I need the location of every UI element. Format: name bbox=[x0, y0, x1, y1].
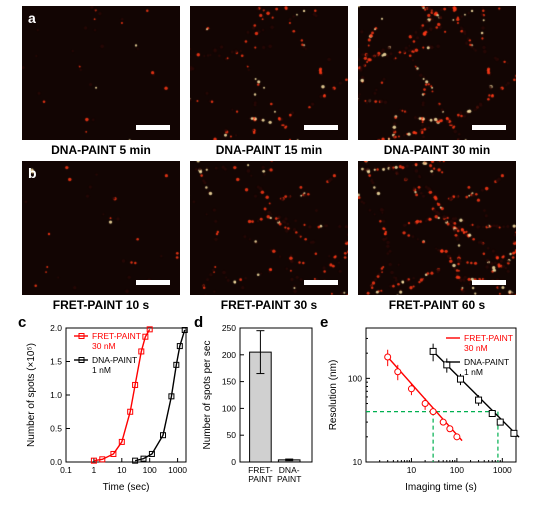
svg-text:100: 100 bbox=[450, 465, 464, 475]
chart-c: 0.111010010000.00.51.01.52.0FRET-PAINT30… bbox=[22, 318, 192, 496]
svg-text:1 nM: 1 nM bbox=[92, 365, 111, 375]
panel-a3: DNA-PAINT 30 min bbox=[358, 6, 516, 157]
panel-letter-a: a bbox=[28, 10, 36, 26]
svg-text:0.5: 0.5 bbox=[50, 424, 62, 434]
svg-text:10: 10 bbox=[407, 465, 417, 475]
svg-text:2.0: 2.0 bbox=[50, 323, 62, 333]
scalebar-icon bbox=[472, 280, 506, 285]
svg-text:Resolution (nm): Resolution (nm) bbox=[328, 360, 339, 431]
panel-letter-c: c bbox=[18, 314, 26, 331]
row-a: a DNA-PAINT 5 min DNA-PAINT 15 min DNA-P… bbox=[22, 6, 538, 157]
scalebar-icon bbox=[136, 125, 170, 130]
micrograph: b bbox=[22, 161, 180, 295]
micrograph bbox=[358, 6, 516, 140]
panel-b2: FRET-PAINT 30 s bbox=[190, 161, 348, 312]
svg-text:1.0: 1.0 bbox=[50, 390, 62, 400]
panel-caption: DNA-PAINT 15 min bbox=[216, 143, 322, 157]
svg-text:250: 250 bbox=[222, 323, 236, 333]
svg-text:30 nM: 30 nM bbox=[92, 341, 116, 351]
svg-text:200: 200 bbox=[222, 350, 236, 360]
svg-text:PAINT: PAINT bbox=[248, 474, 272, 484]
svg-text:1000: 1000 bbox=[168, 465, 187, 475]
scalebar-icon bbox=[472, 125, 506, 130]
scalebar-icon bbox=[304, 280, 338, 285]
panel-caption: FRET-PAINT 30 s bbox=[221, 298, 317, 312]
svg-text:PAINT: PAINT bbox=[277, 474, 301, 484]
micrograph bbox=[190, 6, 348, 140]
charts-row: c 0.111010010000.00.51.01.52.0FRET-PAINT… bbox=[22, 318, 538, 501]
svg-text:10: 10 bbox=[353, 457, 363, 467]
chart-e-wrap: e 10100100010100FRET-PAINT30 nMDNA-PAINT… bbox=[324, 318, 524, 501]
svg-text:1.5: 1.5 bbox=[50, 357, 62, 367]
figure-container: a DNA-PAINT 5 min DNA-PAINT 15 min DNA-P… bbox=[0, 0, 560, 529]
svg-text:0.0: 0.0 bbox=[50, 457, 62, 467]
svg-text:Number of spots (×10⁵): Number of spots (×10⁵) bbox=[26, 343, 37, 447]
svg-text:DNA-PAINT: DNA-PAINT bbox=[464, 357, 509, 367]
micrograph: a bbox=[22, 6, 180, 140]
panel-caption: DNA-PAINT 5 min bbox=[51, 143, 151, 157]
svg-text:0: 0 bbox=[231, 457, 236, 467]
svg-text:Number of spots per sec: Number of spots per sec bbox=[202, 341, 213, 450]
svg-text:10: 10 bbox=[117, 465, 127, 475]
panel-caption: DNA-PAINT 30 min bbox=[384, 143, 490, 157]
panel-caption: FRET-PAINT 60 s bbox=[389, 298, 485, 312]
svg-text:100: 100 bbox=[143, 465, 157, 475]
panel-a1: a DNA-PAINT 5 min bbox=[22, 6, 180, 157]
svg-text:1 nM: 1 nM bbox=[464, 367, 483, 377]
micrograph bbox=[358, 161, 516, 295]
svg-text:100: 100 bbox=[222, 403, 236, 413]
micrograph bbox=[190, 161, 348, 295]
panel-letter-b: b bbox=[28, 165, 37, 181]
panel-b3: FRET-PAINT 60 s bbox=[358, 161, 516, 312]
svg-text:150: 150 bbox=[222, 377, 236, 387]
panel-b1: b FRET-PAINT 10 s bbox=[22, 161, 180, 312]
panel-a2: DNA-PAINT 15 min bbox=[190, 6, 348, 157]
row-b: b FRET-PAINT 10 s FRET-PAINT 30 s FRET-P… bbox=[22, 161, 538, 312]
scalebar-icon bbox=[304, 125, 338, 130]
svg-text:Time (sec): Time (sec) bbox=[103, 482, 150, 493]
svg-text:FRET-PAINT: FRET-PAINT bbox=[464, 333, 513, 343]
chart-d-wrap: d 050100150200250FRET-PAINTDNA-PAINTNumb… bbox=[198, 318, 318, 501]
panel-letter-d: d bbox=[194, 314, 203, 331]
svg-text:FRET-PAINT: FRET-PAINT bbox=[92, 331, 141, 341]
chart-c-wrap: c 0.111010010000.00.51.01.52.0FRET-PAINT… bbox=[22, 318, 192, 501]
svg-text:1: 1 bbox=[92, 465, 97, 475]
svg-text:100: 100 bbox=[348, 373, 362, 383]
panel-letter-e: e bbox=[320, 314, 328, 331]
svg-text:1000: 1000 bbox=[493, 465, 512, 475]
svg-text:50: 50 bbox=[227, 430, 237, 440]
svg-text:DNA-PAINT: DNA-PAINT bbox=[92, 355, 137, 365]
panel-caption: FRET-PAINT 10 s bbox=[53, 298, 149, 312]
svg-text:Imaging time (s): Imaging time (s) bbox=[405, 482, 477, 493]
scalebar-icon bbox=[136, 280, 170, 285]
svg-text:30 nM: 30 nM bbox=[464, 343, 488, 353]
chart-d: 050100150200250FRET-PAINTDNA-PAINTNumber… bbox=[198, 318, 318, 496]
chart-e: 10 100 1000 10 100 FRET-PAINT30 nM DNA-PAINT1 … bbox=[324, 318, 524, 496]
